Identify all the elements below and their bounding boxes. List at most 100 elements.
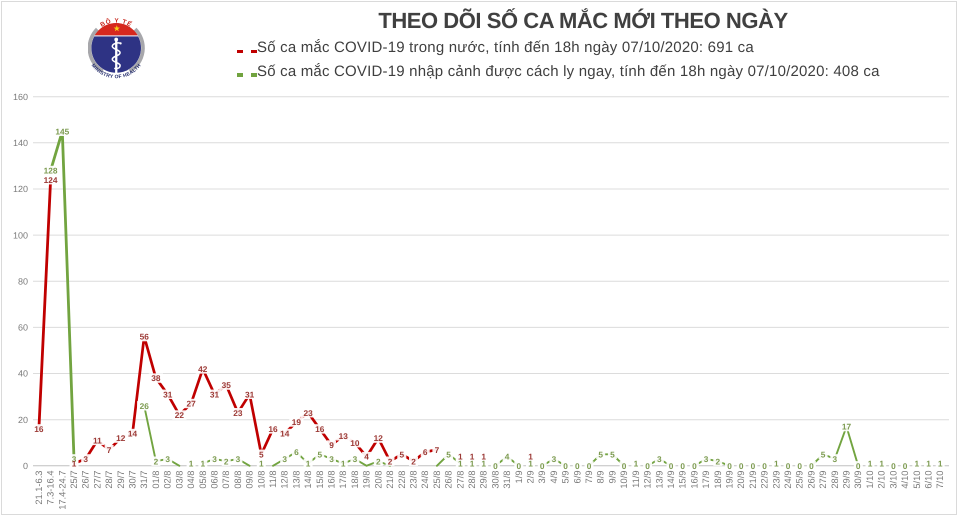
svg-text:10/9: 10/9 (619, 471, 629, 489)
svg-text:11/8: 11/8 (268, 471, 278, 488)
svg-text:5: 5 (598, 449, 603, 459)
svg-text:4/10: 4/10 (900, 471, 910, 489)
svg-text:7: 7 (435, 445, 440, 455)
svg-text:42: 42 (198, 364, 208, 374)
svg-text:16/9: 16/9 (689, 471, 699, 489)
svg-text:5: 5 (610, 449, 615, 459)
svg-text:5: 5 (446, 449, 451, 459)
svg-text:05/8: 05/8 (198, 471, 208, 489)
svg-text:3: 3 (72, 454, 77, 464)
svg-text:09/8: 09/8 (245, 471, 255, 489)
svg-text:1: 1 (528, 451, 533, 461)
svg-text:0: 0 (23, 461, 28, 471)
svg-text:2: 2 (411, 456, 416, 466)
svg-text:6: 6 (294, 447, 299, 457)
svg-text:4: 4 (505, 452, 510, 462)
svg-text:31/8: 31/8 (502, 470, 512, 488)
svg-text:22/9: 22/9 (760, 471, 770, 489)
svg-text:30/7: 30/7 (128, 471, 138, 489)
svg-text:2: 2 (388, 456, 393, 466)
svg-text:3: 3 (832, 454, 837, 464)
svg-text:27/7: 27/7 (92, 471, 102, 489)
svg-text:124: 124 (44, 175, 58, 185)
svg-text:11: 11 (93, 436, 102, 446)
svg-text:14: 14 (280, 429, 290, 439)
svg-text:120: 120 (13, 184, 28, 194)
svg-text:1: 1 (914, 459, 919, 469)
svg-text:15/9: 15/9 (678, 471, 688, 489)
svg-text:16/8: 16/8 (327, 471, 337, 489)
svg-text:3: 3 (552, 454, 557, 464)
svg-text:29/8: 29/8 (479, 471, 489, 489)
svg-text:100: 100 (13, 230, 28, 240)
svg-text:27/9: 27/9 (818, 471, 828, 489)
svg-text:1: 1 (868, 459, 873, 469)
svg-text:16: 16 (268, 424, 278, 434)
svg-text:04/8: 04/8 (186, 471, 196, 489)
svg-text:25/7: 25/7 (69, 471, 79, 489)
svg-text:3: 3 (236, 454, 241, 464)
svg-text:1: 1 (470, 451, 475, 461)
svg-text:0: 0 (762, 461, 767, 471)
svg-text:6/10: 6/10 (924, 471, 934, 489)
svg-text:40: 40 (18, 369, 28, 379)
svg-text:20: 20 (18, 415, 28, 425)
svg-text:23: 23 (233, 408, 243, 418)
svg-text:26/9: 26/9 (806, 471, 816, 489)
svg-text:2: 2 (715, 456, 720, 466)
svg-text:3: 3 (212, 454, 217, 464)
svg-text:5/9: 5/9 (561, 471, 571, 484)
svg-text:1: 1 (189, 459, 194, 469)
svg-text:1: 1 (341, 459, 346, 469)
svg-text:27/8: 27/8 (455, 471, 465, 489)
svg-text:3: 3 (83, 454, 88, 464)
svg-text:13: 13 (339, 431, 349, 441)
svg-text:3: 3 (282, 454, 287, 464)
svg-text:1: 1 (926, 459, 931, 469)
svg-text:22/8: 22/8 (397, 471, 407, 489)
svg-text:0: 0 (493, 461, 498, 471)
svg-text:18/9: 18/9 (713, 471, 723, 489)
svg-text:3/10: 3/10 (888, 471, 898, 489)
svg-text:14/8: 14/8 (303, 471, 313, 489)
svg-text:20/9: 20/9 (736, 471, 746, 489)
svg-text:23/8: 23/8 (409, 471, 419, 489)
svg-text:24/9: 24/9 (783, 471, 793, 489)
svg-text:2: 2 (224, 456, 229, 466)
svg-text:22: 22 (175, 410, 185, 420)
svg-text:26: 26 (140, 401, 150, 411)
svg-text:8/9: 8/9 (596, 471, 606, 484)
svg-text:0: 0 (563, 461, 568, 471)
svg-text:31: 31 (245, 389, 255, 399)
svg-text:1: 1 (470, 459, 475, 469)
svg-text:5/10: 5/10 (912, 471, 922, 489)
svg-text:21/8: 21/8 (385, 471, 395, 489)
svg-text:27: 27 (186, 399, 196, 409)
svg-text:14: 14 (128, 429, 138, 439)
svg-text:4: 4 (364, 452, 369, 462)
svg-text:16: 16 (34, 424, 44, 434)
svg-text:7/10: 7/10 (935, 471, 945, 489)
svg-text:1: 1 (634, 459, 639, 469)
svg-text:7/9: 7/9 (584, 471, 594, 484)
svg-text:0: 0 (587, 461, 592, 471)
svg-text:1: 1 (938, 459, 943, 469)
svg-text:28/7: 28/7 (104, 471, 114, 489)
svg-text:1: 1 (458, 459, 463, 469)
svg-text:7.3-16.4: 7.3-16.4 (46, 471, 56, 505)
svg-text:1/10: 1/10 (865, 471, 875, 489)
svg-text:26/7: 26/7 (81, 471, 91, 489)
svg-text:2: 2 (376, 456, 381, 466)
svg-text:3/9: 3/9 (537, 471, 547, 484)
svg-text:29/7: 29/7 (116, 471, 126, 489)
svg-text:07/8: 07/8 (221, 471, 231, 489)
svg-text:2: 2 (154, 456, 159, 466)
svg-text:0: 0 (891, 461, 896, 471)
svg-text:9: 9 (329, 440, 334, 450)
svg-text:1: 1 (259, 459, 264, 469)
svg-text:140: 140 (13, 138, 28, 148)
svg-text:0: 0 (575, 461, 580, 471)
svg-text:11/9: 11/9 (631, 471, 641, 488)
svg-text:0: 0 (856, 461, 861, 471)
svg-text:4/9: 4/9 (549, 471, 559, 484)
